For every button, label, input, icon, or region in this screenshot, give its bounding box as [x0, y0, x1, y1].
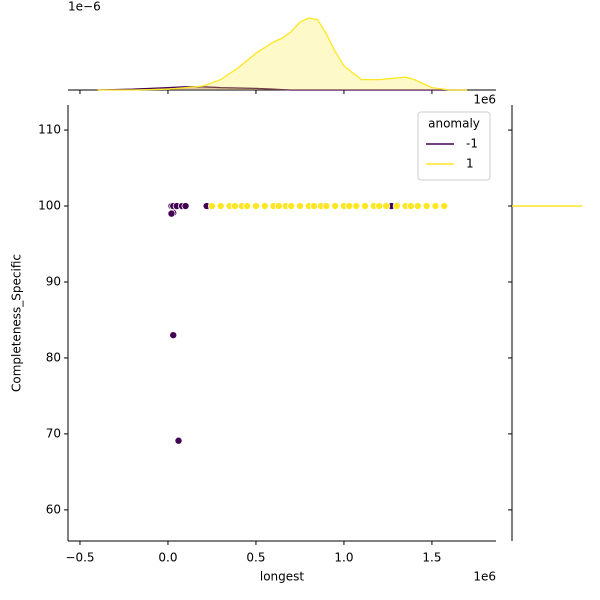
kde-line	[97, 86, 468, 91]
y-tick-label: 80	[46, 350, 61, 364]
y-tick-label: 90	[46, 274, 61, 288]
point	[216, 202, 225, 211]
right-marginal-offset: 1e6	[473, 93, 496, 107]
point	[251, 202, 260, 211]
x-offset: 1e6	[473, 570, 496, 584]
legend: anomaly -1 1	[417, 111, 491, 181]
point	[287, 202, 296, 211]
point	[440, 202, 449, 211]
y-tick-label: 70	[46, 426, 61, 440]
legend-label: -1	[466, 137, 478, 151]
point	[322, 202, 331, 211]
point	[174, 436, 183, 445]
point	[352, 202, 361, 211]
point	[375, 202, 384, 211]
x-tick-label: 0.0	[158, 551, 177, 565]
legend-title: anomaly	[428, 117, 480, 131]
point	[406, 202, 415, 211]
point	[413, 202, 422, 211]
point	[169, 331, 178, 340]
point	[260, 202, 269, 211]
point	[310, 202, 319, 211]
x-label: longest	[260, 570, 305, 584]
y-label: Completeness_Specific	[10, 254, 24, 392]
y-tick-label: 60	[46, 502, 61, 516]
y-tick-label: 110	[38, 123, 61, 137]
point	[382, 202, 391, 211]
point	[181, 202, 190, 211]
x-tick-label: 0.5	[246, 551, 265, 565]
point	[295, 202, 304, 211]
x-tick-label: 1.0	[334, 551, 353, 565]
kde-line	[97, 17, 468, 91]
point	[392, 202, 401, 211]
kde-area	[97, 18, 468, 90]
legend-box	[417, 111, 491, 181]
point	[243, 202, 252, 211]
y-tick-label: 100	[38, 199, 61, 213]
legend-label: 1	[466, 157, 474, 171]
point	[345, 202, 354, 211]
point	[167, 209, 176, 218]
point	[431, 202, 440, 211]
point	[361, 202, 370, 211]
point	[274, 202, 283, 211]
point	[422, 202, 431, 211]
point	[331, 202, 340, 211]
x-tick-label: 1.5	[422, 551, 441, 565]
point	[207, 202, 216, 211]
x-tick-label: −0.5	[65, 551, 94, 565]
top-marginal-offset: 1e−6	[68, 0, 101, 14]
point	[230, 202, 239, 211]
